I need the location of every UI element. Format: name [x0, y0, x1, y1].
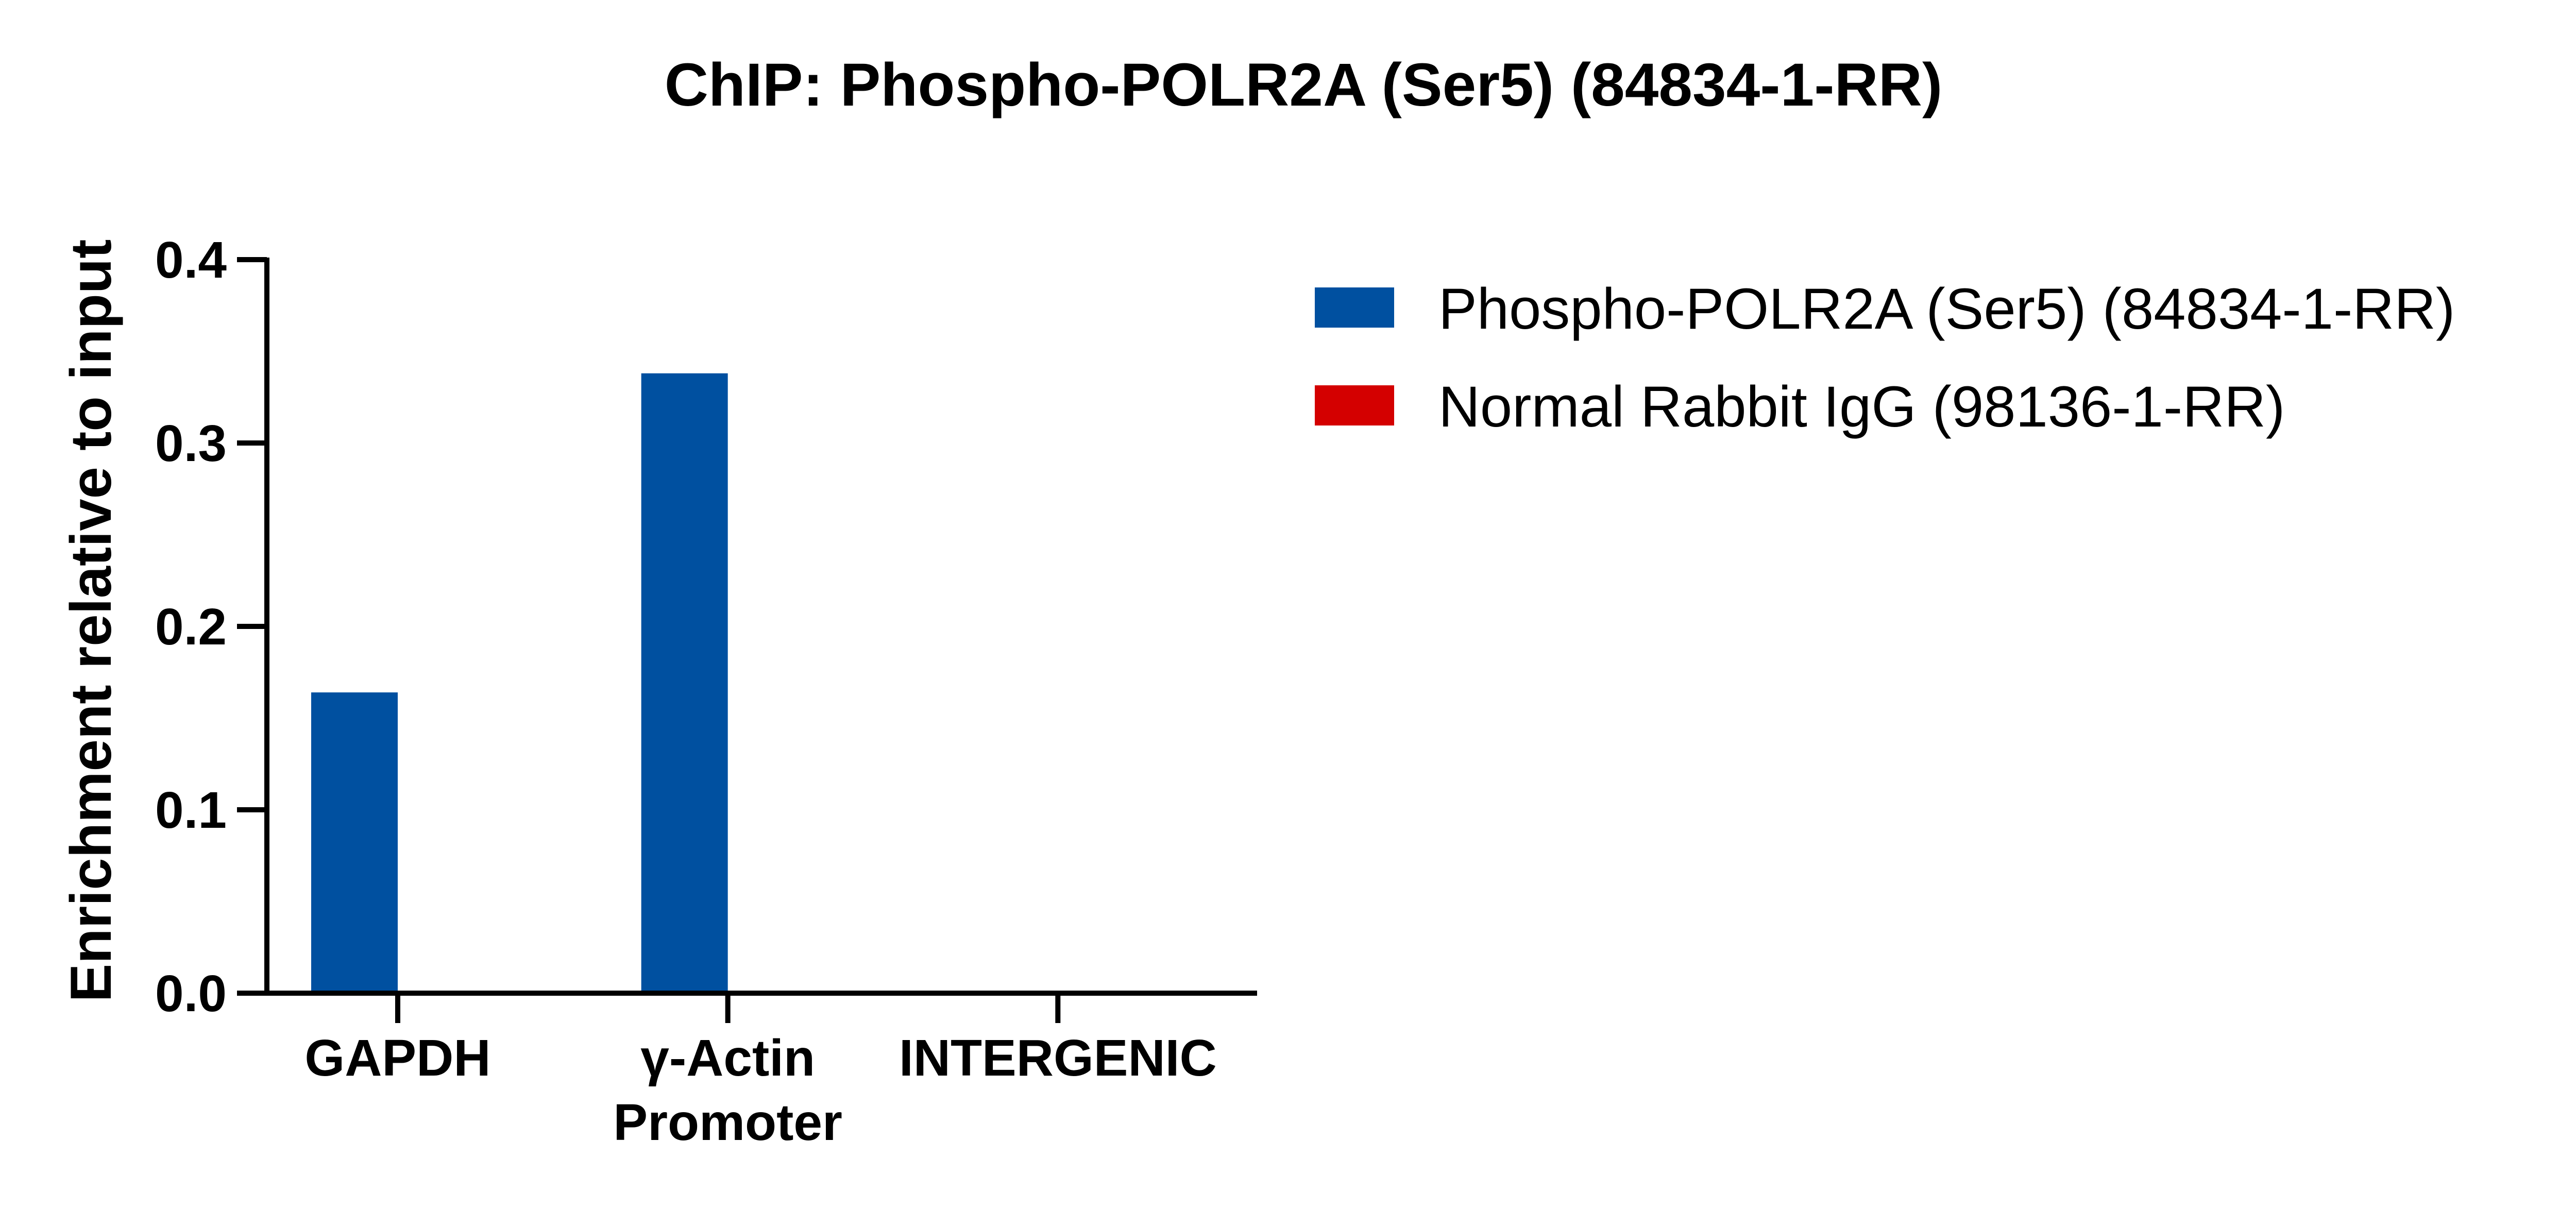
x-category-label: INTERGENIC — [899, 1029, 1217, 1087]
y-tick-label: 0.0 — [155, 965, 227, 1023]
legend-swatch — [1315, 287, 1394, 328]
legend-label: Normal Rabbit IgG (98136-1-RR) — [1438, 374, 2285, 439]
legend-label: Phospho-POLR2A (Ser5) (84834-1-RR) — [1438, 277, 2455, 341]
bar-phospho-polr2a-1 — [641, 373, 728, 993]
x-category-label: γ-Actin — [640, 1029, 815, 1087]
y-tick-label: 0.3 — [155, 415, 227, 472]
y-tick-label: 0.1 — [155, 781, 227, 839]
x-category-label: GAPDH — [304, 1029, 490, 1087]
x-category-label: Promoter — [613, 1094, 842, 1151]
y-tick-label: 0.2 — [155, 598, 227, 656]
bar-phospho-polr2a-0 — [311, 692, 398, 993]
legend-swatch — [1315, 385, 1394, 425]
plot-area: 0.0 0.1 0.2 0.3 0.4 GAPDH γ-Actin Promoter INTER… — [155, 231, 1257, 1151]
chart-title: ChIP: Phospho-POLR2A (Ser5) (84834-1-RR) — [665, 51, 1943, 119]
y-tick-label: 0.4 — [155, 231, 227, 289]
legend: Phospho-POLR2A (Ser5) (84834-1-RR) Normal… — [1315, 277, 2455, 439]
y-axis-label: Enrichment relative to input — [59, 239, 123, 1002]
